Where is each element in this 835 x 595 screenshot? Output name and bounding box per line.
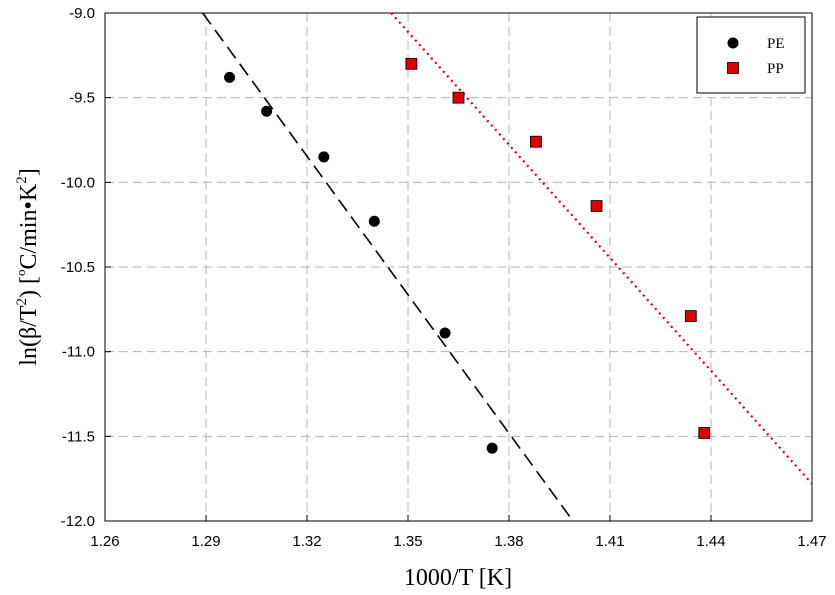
x-tick-label: 1.29 — [191, 533, 220, 550]
y-tick-label: -11.0 — [62, 344, 95, 361]
point-pp — [684, 310, 697, 323]
point-pe — [368, 215, 380, 227]
y-axis-title: ln(β/T2) [oC/min•K2] — [13, 168, 42, 365]
y-axis-title-sup2: 2 — [14, 176, 30, 184]
point-pp — [530, 135, 542, 148]
y-tick-label: -10.0 — [61, 174, 95, 191]
y-tick-label: -10.5 — [61, 259, 95, 276]
y-axis-title-prefix: ln(β/T — [16, 305, 42, 366]
x-tick-label: 1.47 — [797, 533, 826, 550]
data-points — [224, 57, 711, 454]
y-axis-title-mid: ) [ — [16, 276, 42, 298]
legend-label-pp: PP — [767, 61, 784, 77]
point-pp — [698, 427, 711, 439]
x-tick-label: 1.41 — [595, 533, 624, 550]
point-pe — [261, 105, 273, 117]
y-tick-label: -9.5 — [69, 90, 95, 107]
x-axis-title: 1000/T [K] — [404, 565, 512, 591]
legend-marker-pp — [727, 62, 739, 74]
grid — [105, 13, 812, 521]
y-tick-label: -9.0 — [69, 5, 95, 22]
legend: PE PP — [696, 16, 806, 94]
ticks: 1.26 1.29 1.32 1.35 1.38 1.41 1.44 1.47 -12.0 -11… — [61, 5, 827, 550]
x-tick-label: 1.26 — [90, 533, 119, 550]
point-pe — [439, 327, 451, 339]
point-pp — [405, 57, 418, 70]
point-pe — [224, 71, 236, 83]
y-tick-label: -11.5 — [62, 428, 95, 445]
point-pe — [486, 442, 498, 454]
y-axis-title-degree: o — [13, 270, 28, 277]
x-tick-label: 1.44 — [696, 533, 725, 550]
y-axis-title-unit: C/min•K — [16, 183, 42, 269]
point-pp — [452, 91, 465, 104]
legend-marker-pe — [727, 37, 739, 49]
y-axis-title-sup1: 2 — [14, 298, 30, 306]
x-tick-label: 1.38 — [494, 533, 523, 550]
legend-box — [696, 16, 806, 94]
x-tick-label: 1.32 — [292, 533, 321, 550]
y-tick-label: -12.0 — [61, 513, 95, 530]
point-pp — [590, 200, 603, 212]
x-tick-label: 1.35 — [393, 533, 422, 550]
y-axis-title-suffix: ] — [16, 168, 42, 176]
legend-label-pe: PE — [767, 36, 785, 52]
point-pe — [318, 151, 330, 163]
